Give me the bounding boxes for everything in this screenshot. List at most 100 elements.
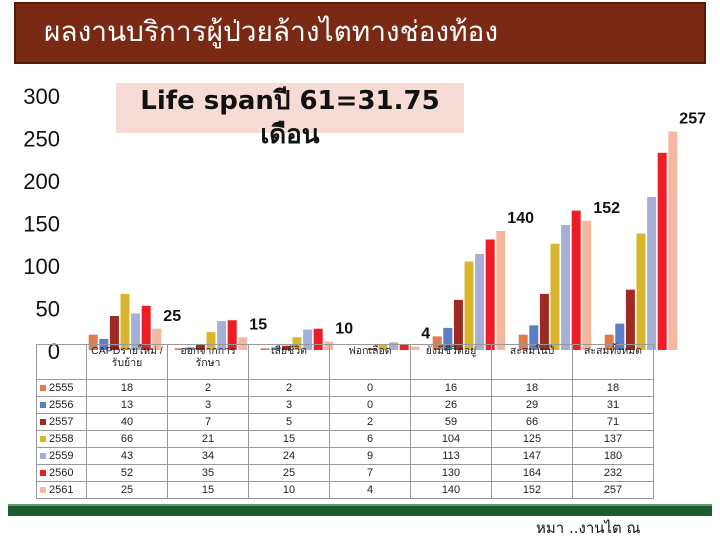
data-label: 152 [593,200,620,217]
data-label: 257 [679,111,706,128]
bar-2561-1 [238,337,248,350]
y-tick-label: 150 [23,212,60,237]
table-cell: 104 [410,430,492,448]
legend-label: 2559 [49,450,74,462]
bar-2558-6 [636,233,646,350]
table-cell: 5 [248,413,330,431]
table-cell: 137 [572,430,654,448]
y-tick-label: 100 [23,254,60,279]
bar-2561-5 [582,220,592,350]
bar-2561-6 [668,131,678,350]
table-cell: 7 [167,413,249,431]
bar-2557-5 [539,293,549,350]
table-row: 2561 25 15 10 4 140 152 257 [36,481,654,499]
bar-2558-1 [206,332,216,350]
legend-entry: 2555 [36,379,87,397]
legend-swatch [40,487,46,494]
table-cell: 164 [491,464,573,482]
table-cell: 6 [329,430,411,448]
legend-swatch [40,470,46,477]
table-row: 2557 40 7 5 2 59 66 71 [36,413,654,431]
title-bar [14,2,706,64]
table-cell: 59 [410,413,492,431]
table-cell: 52 [86,464,168,482]
category-label: ยังมีชีวิตอยู่ [410,344,492,380]
bar-2557-0 [109,316,119,350]
table-cell: 125 [491,430,573,448]
category-label: เสียชีวิต [248,344,330,380]
table-cell: 16 [410,379,492,397]
legend-label: 2561 [49,484,74,496]
bar-2559-2 [303,329,313,350]
table-cell: 147 [491,447,573,465]
table-cell: 3 [167,396,249,414]
table-cell: 21 [167,430,249,448]
bar-2556-6 [615,323,625,350]
table-cell: 18 [572,379,654,397]
data-label: 15 [249,316,267,333]
annotation-text: Life spanปี 61=31.75 เดือน [116,84,464,152]
data-label: 140 [507,210,534,227]
bar-2555-6 [604,334,614,350]
bar-2560-2 [313,328,323,350]
legend-label: 2560 [49,467,74,479]
table-cell: 113 [410,447,492,465]
table-cell: 31 [572,396,654,414]
legend-entry: 2559 [36,447,87,465]
y-tick-label: 50 [36,297,60,322]
table-row: 2558 66 21 15 6 104 125 137 [36,430,654,448]
table-row: 2556 13 3 3 0 26 29 31 [36,396,654,414]
table-cell: 2 [167,379,249,397]
table-corner [36,344,87,380]
data-label: 25 [163,308,181,325]
category-label: CAPDรายใหม่ / รับย้าย [86,344,168,380]
legend-swatch [40,419,46,426]
table-cell: 257 [572,481,654,499]
table-cell: 140 [410,481,492,499]
page-title: ผลงานบริการผู้ป่วยล้างไตทางช่องท้อง [44,15,499,48]
bar-2559-4 [475,253,485,350]
table-cell: 66 [491,413,573,431]
table-cell: 232 [572,464,654,482]
table-cell: 66 [86,430,168,448]
bar-2558-4 [464,261,474,350]
annotation-box [116,83,464,133]
bar-2558-0 [120,293,130,350]
table-cell: 15 [248,430,330,448]
bar-2560-1 [227,320,237,350]
bar-2555-0 [88,334,98,350]
footer-bar [8,504,712,516]
legend-swatch [40,453,46,460]
bar-2557-6 [625,289,635,350]
bar-2560-5 [571,210,581,350]
table-cell: 130 [410,464,492,482]
bar-2560-4 [485,239,495,350]
bar-2559-0 [131,313,141,350]
legend-entry: 2560 [36,464,87,482]
bar-2555-5 [518,334,528,350]
legend-label: 2556 [49,399,74,411]
category-label: ออกจากการรักษา [167,344,249,380]
table-cell: 29 [491,396,573,414]
bar-2556-4 [443,327,453,350]
table-cell: 26 [410,396,492,414]
table-cell: 18 [86,379,168,397]
table-cell: 2 [248,379,330,397]
table-row: 2555 18 2 2 0 16 18 18 [36,379,654,397]
bar-2560-6 [657,152,667,350]
table-cell: 152 [491,481,573,499]
bar-2558-2 [292,337,302,350]
table-cell: 2 [329,413,411,431]
bar-2561-0 [152,328,162,350]
category-label: สะสมในปี [491,344,573,380]
y-tick-label: 250 [23,127,60,152]
table-cell: 25 [248,464,330,482]
y-tick-label: 300 [23,84,60,109]
legend-swatch [40,402,46,409]
bar-2555-4 [432,336,442,350]
bar-2559-1 [217,321,227,350]
table-cell: 43 [86,447,168,465]
data-table: CAPDรายใหม่ / รับย้าย ออกจากการรักษา เสียช… [36,344,654,499]
bar-2557-4 [453,299,463,350]
